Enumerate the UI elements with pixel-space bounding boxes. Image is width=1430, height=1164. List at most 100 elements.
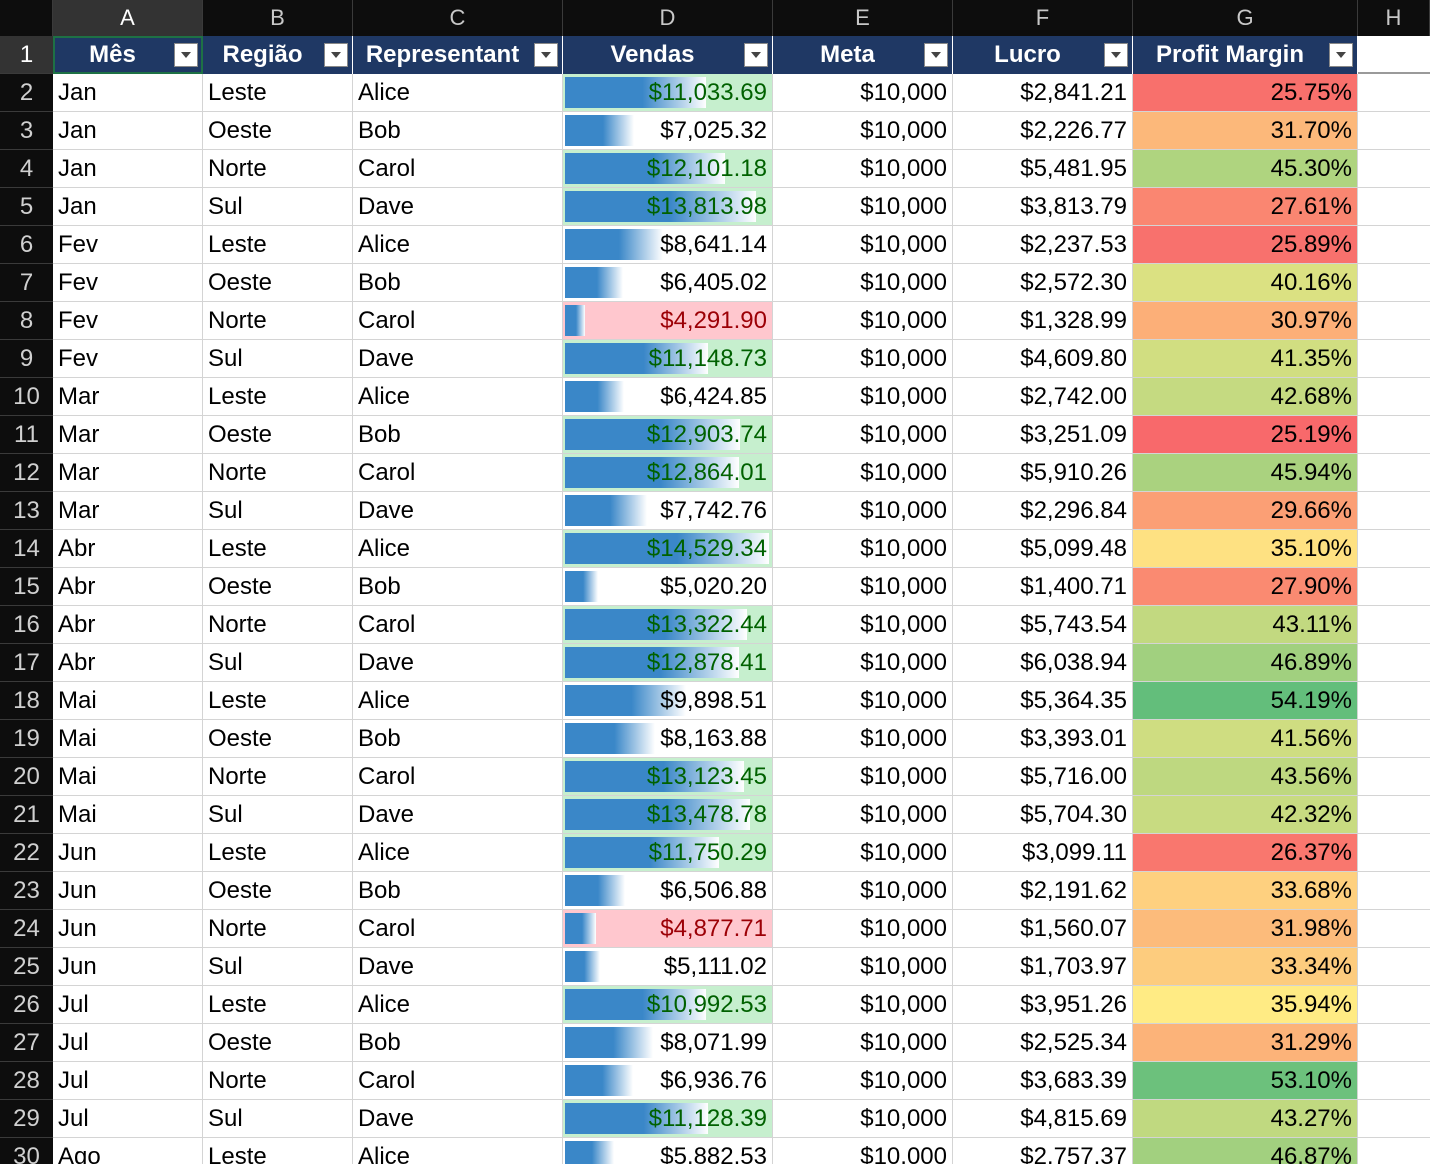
cell-text: 41.35% <box>1270 345 1352 372</box>
filter-button[interactable] <box>1329 43 1353 67</box>
cell-text: $6,936.76 <box>660 1067 767 1094</box>
row-number[interactable]: 14 <box>0 530 53 568</box>
row-number[interactable]: 23 <box>0 872 53 910</box>
row-number[interactable]: 19 <box>0 720 53 758</box>
column-letter[interactable]: A <box>53 0 203 36</box>
header-cell[interactable]: Lucro <box>953 36 1133 74</box>
corner <box>0 0 53 36</box>
column-letter[interactable]: E <box>773 0 953 36</box>
header-cell[interactable]: Profit Margin <box>1133 36 1358 74</box>
cell: Carol <box>353 150 563 188</box>
row-number[interactable]: 17 <box>0 644 53 682</box>
row-number[interactable]: 3 <box>0 112 53 150</box>
data-bar <box>565 1103 708 1134</box>
row-number[interactable]: 10 <box>0 378 53 416</box>
column-letter[interactable]: B <box>203 0 353 36</box>
cell: $6,405.02 <box>563 264 773 302</box>
row-number[interactable]: 27 <box>0 1024 53 1062</box>
cell-text: Fev <box>58 231 99 258</box>
cell-text: Bob <box>358 573 401 600</box>
filter-button[interactable] <box>744 43 768 67</box>
header-cell[interactable]: Vendas <box>563 36 773 74</box>
cell: Carol <box>353 454 563 492</box>
header-text: Vendas <box>610 41 695 68</box>
cell-text: $10,000 <box>860 801 947 828</box>
cell: Oeste <box>203 1024 353 1062</box>
cell: Mar <box>53 416 203 454</box>
header-cell[interactable]: Mês <box>53 36 203 74</box>
cell: Dave <box>353 188 563 226</box>
header-cell[interactable]: Representant <box>353 36 563 74</box>
data-bar <box>565 533 769 564</box>
cell-text: 33.34% <box>1270 953 1352 980</box>
cell: $3,251.09 <box>953 416 1133 454</box>
cell-text: Carol <box>358 1067 416 1094</box>
row-number[interactable]: 4 <box>0 150 53 188</box>
cell-text: $7,742.76 <box>660 497 767 524</box>
filter-button[interactable] <box>324 43 348 67</box>
cell-text: Sul <box>208 649 243 676</box>
row-number[interactable]: 2 <box>0 74 53 112</box>
cell: $4,609.80 <box>953 340 1133 378</box>
row-number[interactable]: 18 <box>0 682 53 720</box>
cell-text: $12,903.74 <box>646 421 767 448</box>
cell-text: Bob <box>358 117 401 144</box>
row-number[interactable]: 1 <box>0 36 53 74</box>
cell-rest <box>1358 492 1430 530</box>
filter-button[interactable] <box>534 43 558 67</box>
cell: $10,000 <box>773 872 953 910</box>
cell: Jun <box>53 834 203 872</box>
cell-text: $10,000 <box>860 839 947 866</box>
cell: 35.94% <box>1133 986 1358 1024</box>
cell: $10,000 <box>773 340 953 378</box>
row-number[interactable]: 24 <box>0 910 53 948</box>
header-cell[interactable]: Região <box>203 36 353 74</box>
row-number[interactable]: 30 <box>0 1138 53 1164</box>
cell-text: Abr <box>58 611 96 638</box>
cell-text: Carol <box>358 307 416 334</box>
cell-rest <box>1358 682 1430 720</box>
cell-text: $10,000 <box>860 79 947 106</box>
row-number[interactable]: 21 <box>0 796 53 834</box>
cell-text: Dave <box>358 801 415 828</box>
cell-text: $6,424.85 <box>660 383 767 410</box>
cell: Oeste <box>203 720 353 758</box>
row-number[interactable]: 20 <box>0 758 53 796</box>
row-number[interactable]: 6 <box>0 226 53 264</box>
cell-text: 46.87% <box>1270 1143 1352 1164</box>
row-number[interactable]: 9 <box>0 340 53 378</box>
row-number[interactable]: 28 <box>0 1062 53 1100</box>
row-number[interactable]: 5 <box>0 188 53 226</box>
filter-button[interactable] <box>174 43 198 67</box>
row-number[interactable]: 22 <box>0 834 53 872</box>
row-number[interactable]: 25 <box>0 948 53 986</box>
header-cell[interactable]: Meta <box>773 36 953 74</box>
filter-button[interactable] <box>924 43 948 67</box>
column-letter[interactable]: G <box>1133 0 1358 36</box>
row-number[interactable]: 16 <box>0 606 53 644</box>
row-number[interactable]: 26 <box>0 986 53 1024</box>
row-number[interactable]: 29 <box>0 1100 53 1138</box>
cell-text: $4,609.80 <box>1020 345 1127 372</box>
column-letter[interactable]: D <box>563 0 773 36</box>
cell: $13,123.45 <box>563 758 773 796</box>
cell-text: 46.89% <box>1270 649 1352 676</box>
cell: Bob <box>353 416 563 454</box>
column-letter[interactable]: H <box>1358 0 1430 36</box>
filter-button[interactable] <box>1104 43 1128 67</box>
row-number[interactable]: 11 <box>0 416 53 454</box>
row-number[interactable]: 15 <box>0 568 53 606</box>
row-number[interactable]: 12 <box>0 454 53 492</box>
column-letter[interactable]: F <box>953 0 1133 36</box>
cell-text: 43.11% <box>1272 611 1352 638</box>
data-bar <box>565 457 740 488</box>
row-number[interactable]: 8 <box>0 302 53 340</box>
cell-text: 27.90% <box>1270 573 1352 600</box>
column-letter[interactable]: C <box>353 0 563 36</box>
cell-text: Bob <box>358 877 401 904</box>
cell-text: Oeste <box>208 421 273 448</box>
row-number[interactable]: 7 <box>0 264 53 302</box>
row-number[interactable]: 13 <box>0 492 53 530</box>
cell-text: Leste <box>208 991 267 1018</box>
cell: Mar <box>53 492 203 530</box>
